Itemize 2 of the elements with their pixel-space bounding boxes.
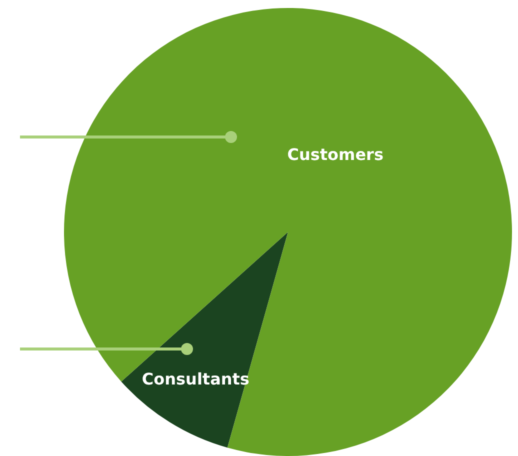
slice-label: Consultants [142, 369, 250, 388]
slice-label: Customers [287, 145, 384, 164]
